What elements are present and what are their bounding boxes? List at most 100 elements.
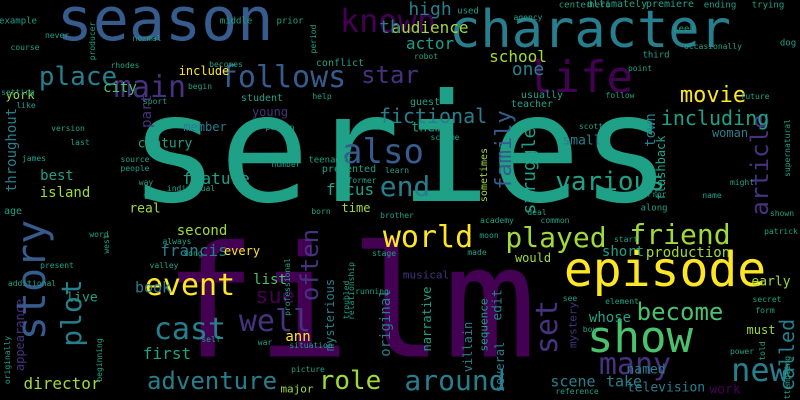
cloud-word-known: known (339, 2, 437, 40)
cloud-word-shown: shown (769, 209, 795, 218)
cloud-word-mystery: mystery (566, 301, 580, 349)
cloud-word-tv: tv (143, 192, 153, 201)
cloud-word-picture: picture (291, 365, 325, 374)
cloud-word-new: new (731, 351, 789, 389)
cloud-word-former: former (347, 176, 377, 185)
cloud-word-cast: cast (153, 312, 227, 347)
cloud-word-originally: originally (3, 335, 12, 385)
cloud-word-occasionally: occasionally (684, 42, 742, 51)
cloud-word-academy: academy (480, 216, 514, 225)
cloud-word-many: many (598, 347, 672, 382)
cloud-word-always: always (162, 237, 192, 246)
cloud-word-th: th (379, 17, 401, 38)
cloud-word-self: self (201, 335, 221, 344)
cloud-word-episode: episode (563, 242, 767, 298)
cloud-word-several: several (493, 341, 507, 393)
cloud-word-focus: focus (325, 180, 375, 199)
cloud-word-sport: sport (142, 97, 168, 106)
cloud-word-beginning: beginning (95, 338, 104, 382)
cloud-word-second: second (176, 223, 228, 239)
cloud-word-ultimately: ultimately (586, 0, 648, 10)
cloud-word-become: become (636, 298, 724, 326)
cloud-word-guest: guest (409, 97, 441, 108)
cloud-word-moon: moon (479, 231, 499, 240)
cloud-word-see: see (562, 294, 578, 303)
cloud-word-school: school (489, 47, 547, 66)
cloud-word-season: season (56, 0, 274, 55)
cloud-word-real: real (129, 201, 161, 217)
cloud-word-word: word (89, 230, 109, 239)
cloud-word-take: take (605, 372, 643, 391)
cloud-word-time: time (341, 201, 371, 215)
cloud-word-becomes: becomes (209, 60, 243, 69)
cloud-word-common: common (540, 216, 570, 225)
cloud-word-brother: brother (380, 211, 414, 220)
cloud-word-third: third (642, 50, 670, 61)
cloud-word-said: said (258, 152, 278, 161)
cloud-word-follows: follows (219, 60, 347, 95)
cloud-word-course: course (10, 43, 40, 52)
cloud-word-woman: woman (711, 126, 749, 140)
cloud-word-producer: producer (88, 21, 97, 61)
cloud-word-played: played (505, 221, 607, 254)
cloud-word-sometimes: sometimes (479, 147, 490, 203)
cloud-word-dog: dog (779, 38, 797, 49)
cloud-word-horror: horror (637, 190, 667, 199)
cloud-word-learn: learn (384, 166, 410, 175)
cloud-word-various: various (555, 167, 665, 197)
cloud-word-character: character (449, 0, 731, 60)
cloud-word-future: future (740, 92, 770, 101)
cloud-word-throughout: throughout (4, 107, 20, 193)
cloud-word-might: might (729, 178, 755, 187)
cloud-word-individual: individual (166, 184, 216, 193)
cloud-word-early: early (751, 274, 791, 290)
cloud-word-way: way (138, 178, 154, 187)
cloud-word-narrative: narrative (420, 286, 434, 352)
cloud-word-adventure: adventure (146, 367, 278, 395)
cloud-word-every: every (223, 244, 261, 258)
cloud-word-member: member (183, 120, 227, 134)
cloud-word-center: center (558, 0, 592, 11)
cloud-word-hero: hero (589, 0, 611, 11)
cloud-word-people: people (120, 164, 150, 173)
cloud-word-edit: edit (490, 289, 506, 321)
cloud-word-ann: ann (285, 329, 311, 345)
cloud-word-never: never (44, 31, 70, 40)
cloud-word-theme: theme (411, 120, 451, 136)
cloud-word-professional: professional (283, 258, 292, 316)
cloud-word-series: series (129, 63, 671, 237)
cloud-word-world: world (382, 220, 474, 255)
cloud-word-director: director (23, 374, 101, 393)
cloud-word-major: major (280, 382, 314, 396)
cloud-word-song: song (183, 249, 203, 258)
cloud-word-begin: begin (187, 82, 213, 91)
cloud-word-first: first (142, 344, 192, 363)
cloud-word-last: last (70, 138, 90, 147)
cloud-word-version: version (51, 124, 85, 133)
cloud-word-best: best (40, 168, 74, 184)
cloud-word-source: source (120, 155, 150, 164)
cloud-word-villain: villain (461, 321, 475, 373)
cloud-word-person: person (265, 123, 295, 132)
cloud-word-born: born (311, 207, 331, 216)
cloud-word-running: running (355, 287, 389, 296)
cloud-word-including: including (660, 106, 770, 130)
cloud-word-conflict: conflict (315, 58, 365, 69)
cloud-word-york: york (5, 88, 35, 102)
cloud-word-example: example (0, 16, 37, 27)
cloud-word-along: along (640, 203, 668, 214)
cloud-word-feature: feature (182, 169, 250, 188)
cloud-word-book: book (134, 278, 172, 297)
cloud-word-live: live (66, 290, 98, 306)
cloud-word-attempting: attempting (783, 355, 792, 400)
cloud-word-supernatural: supernatural (783, 119, 792, 177)
cloud-word-premiere: premiere (645, 0, 695, 10)
cloud-word-often: often (296, 228, 324, 302)
cloud-word-presented: presented (321, 164, 377, 175)
cloud-word-must: must (746, 323, 776, 337)
cloud-word-middle: middle (219, 16, 253, 27)
cloud-word-original: original (378, 289, 394, 357)
cloud-word-stage: stage (371, 249, 397, 258)
cloud-word-war: war (257, 338, 273, 347)
cloud-word-point: point (627, 64, 653, 73)
